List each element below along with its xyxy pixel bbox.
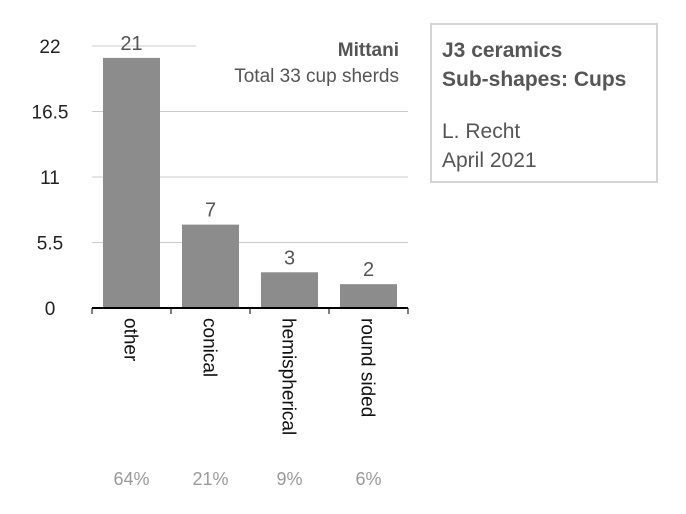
bars [103,57,397,309]
x-tick-label: round sided [357,318,378,417]
x-tick-label: hemispherical [278,318,299,435]
info-line-date: April 2021 [442,149,537,172]
percent-label: 21% [192,469,228,489]
bar [182,224,239,308]
value-label: 21 [120,33,142,55]
info-line-author: L. Recht [442,120,521,143]
y-tick-label: 0 [45,299,56,320]
bar [340,284,397,308]
chart-subtitle: Total 33 cup sherds [234,66,399,87]
y-tick-label: 22 [39,37,60,58]
bar [261,272,318,308]
chart-title: Mittani [338,40,399,61]
percent-label: 64% [113,469,149,489]
x-tick-label: other [120,318,141,362]
value-label: 2 [363,259,374,281]
info-line-subshapes: Sub-shapes: Cups [442,68,627,91]
percent-label: 9% [276,469,302,489]
value-label: 3 [284,247,295,269]
value-label: 7 [205,200,216,222]
bar [103,57,160,309]
x-tick-label: conical [199,318,220,377]
percent-label: 6% [355,469,381,489]
info-box: J3 ceramics Sub-shapes: Cups L. Recht Ap… [430,23,658,183]
y-tick-label: 16.5 [32,103,69,124]
y-tick-label: 5.5 [37,234,63,255]
y-tick-label: 11 [40,168,60,189]
axes [91,307,409,314]
labels: 0 5.5 11 16.5 22 21 other 64% 7 conical 21% 3 hemisp… [32,33,382,489]
info-line-project: J3 ceramics [442,39,563,62]
